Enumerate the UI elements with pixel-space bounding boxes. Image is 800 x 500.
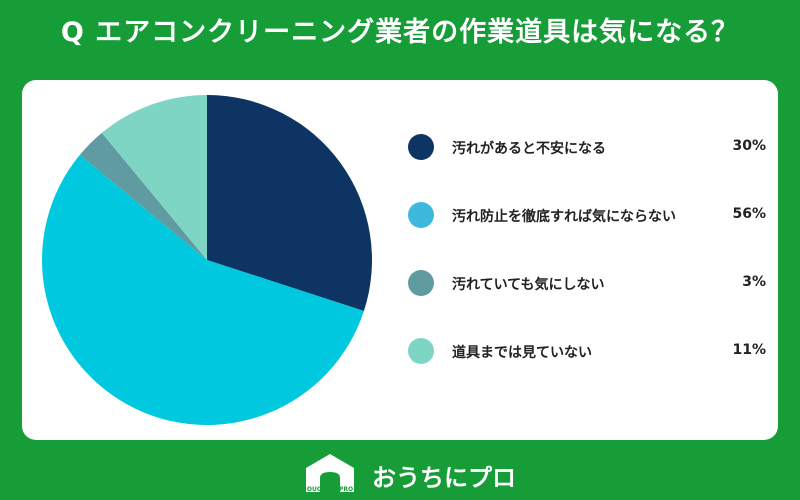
pie-slice-3 bbox=[79, 132, 207, 260]
legend-value: 3% bbox=[742, 274, 766, 290]
legend-label: 汚れていても気にしない bbox=[452, 277, 605, 293]
legend-value: 30% bbox=[732, 138, 766, 154]
chart-card: 汚れがあると不安になる 30% 汚れ防止を徹底すれば気にならない 56% 汚れていても気… bbox=[22, 80, 778, 440]
legend-label: 汚れがあると不安になる bbox=[452, 141, 606, 157]
legend-label: 道具までは見ていない bbox=[452, 345, 592, 361]
house-logo-icon: OUCHI ni PRO bbox=[306, 454, 354, 493]
pie-slice-4 bbox=[101, 95, 207, 260]
brand-name: おうちにプロ bbox=[372, 464, 516, 492]
pie-slice-1 bbox=[207, 95, 372, 311]
chart-title: Q エアコンクリーニング業者の作業道具は気になる？ bbox=[60, 17, 740, 48]
legend-label: 汚れ防止を徹底すれば気にならない bbox=[452, 209, 676, 225]
legend-swatch bbox=[408, 134, 434, 160]
legend-swatch bbox=[408, 202, 434, 228]
legend-item: 汚れがあると不安になる 30% bbox=[408, 132, 766, 164]
pie-slice-2 bbox=[41, 154, 364, 426]
legend: 汚れがあると不安になる 30% 汚れ防止を徹底すれば気にならない 56% 汚れていても気… bbox=[408, 132, 766, 396]
legend-value: 56% bbox=[732, 206, 766, 222]
legend-swatch bbox=[408, 338, 434, 364]
legend-swatch bbox=[408, 270, 434, 296]
legend-item: 道具までは見ていない 11% bbox=[408, 336, 766, 368]
svg-text:OUCHI ni PRO: OUCHI ni PRO bbox=[307, 486, 353, 493]
legend-item: 汚れていても気にしない 3% bbox=[408, 268, 766, 300]
legend-value: 11% bbox=[732, 342, 766, 358]
legend-item: 汚れ防止を徹底すれば気にならない 56% bbox=[408, 200, 766, 232]
brand: OUCHI ni PRO おうちにプロ bbox=[0, 452, 800, 494]
pie-chart bbox=[41, 95, 372, 426]
